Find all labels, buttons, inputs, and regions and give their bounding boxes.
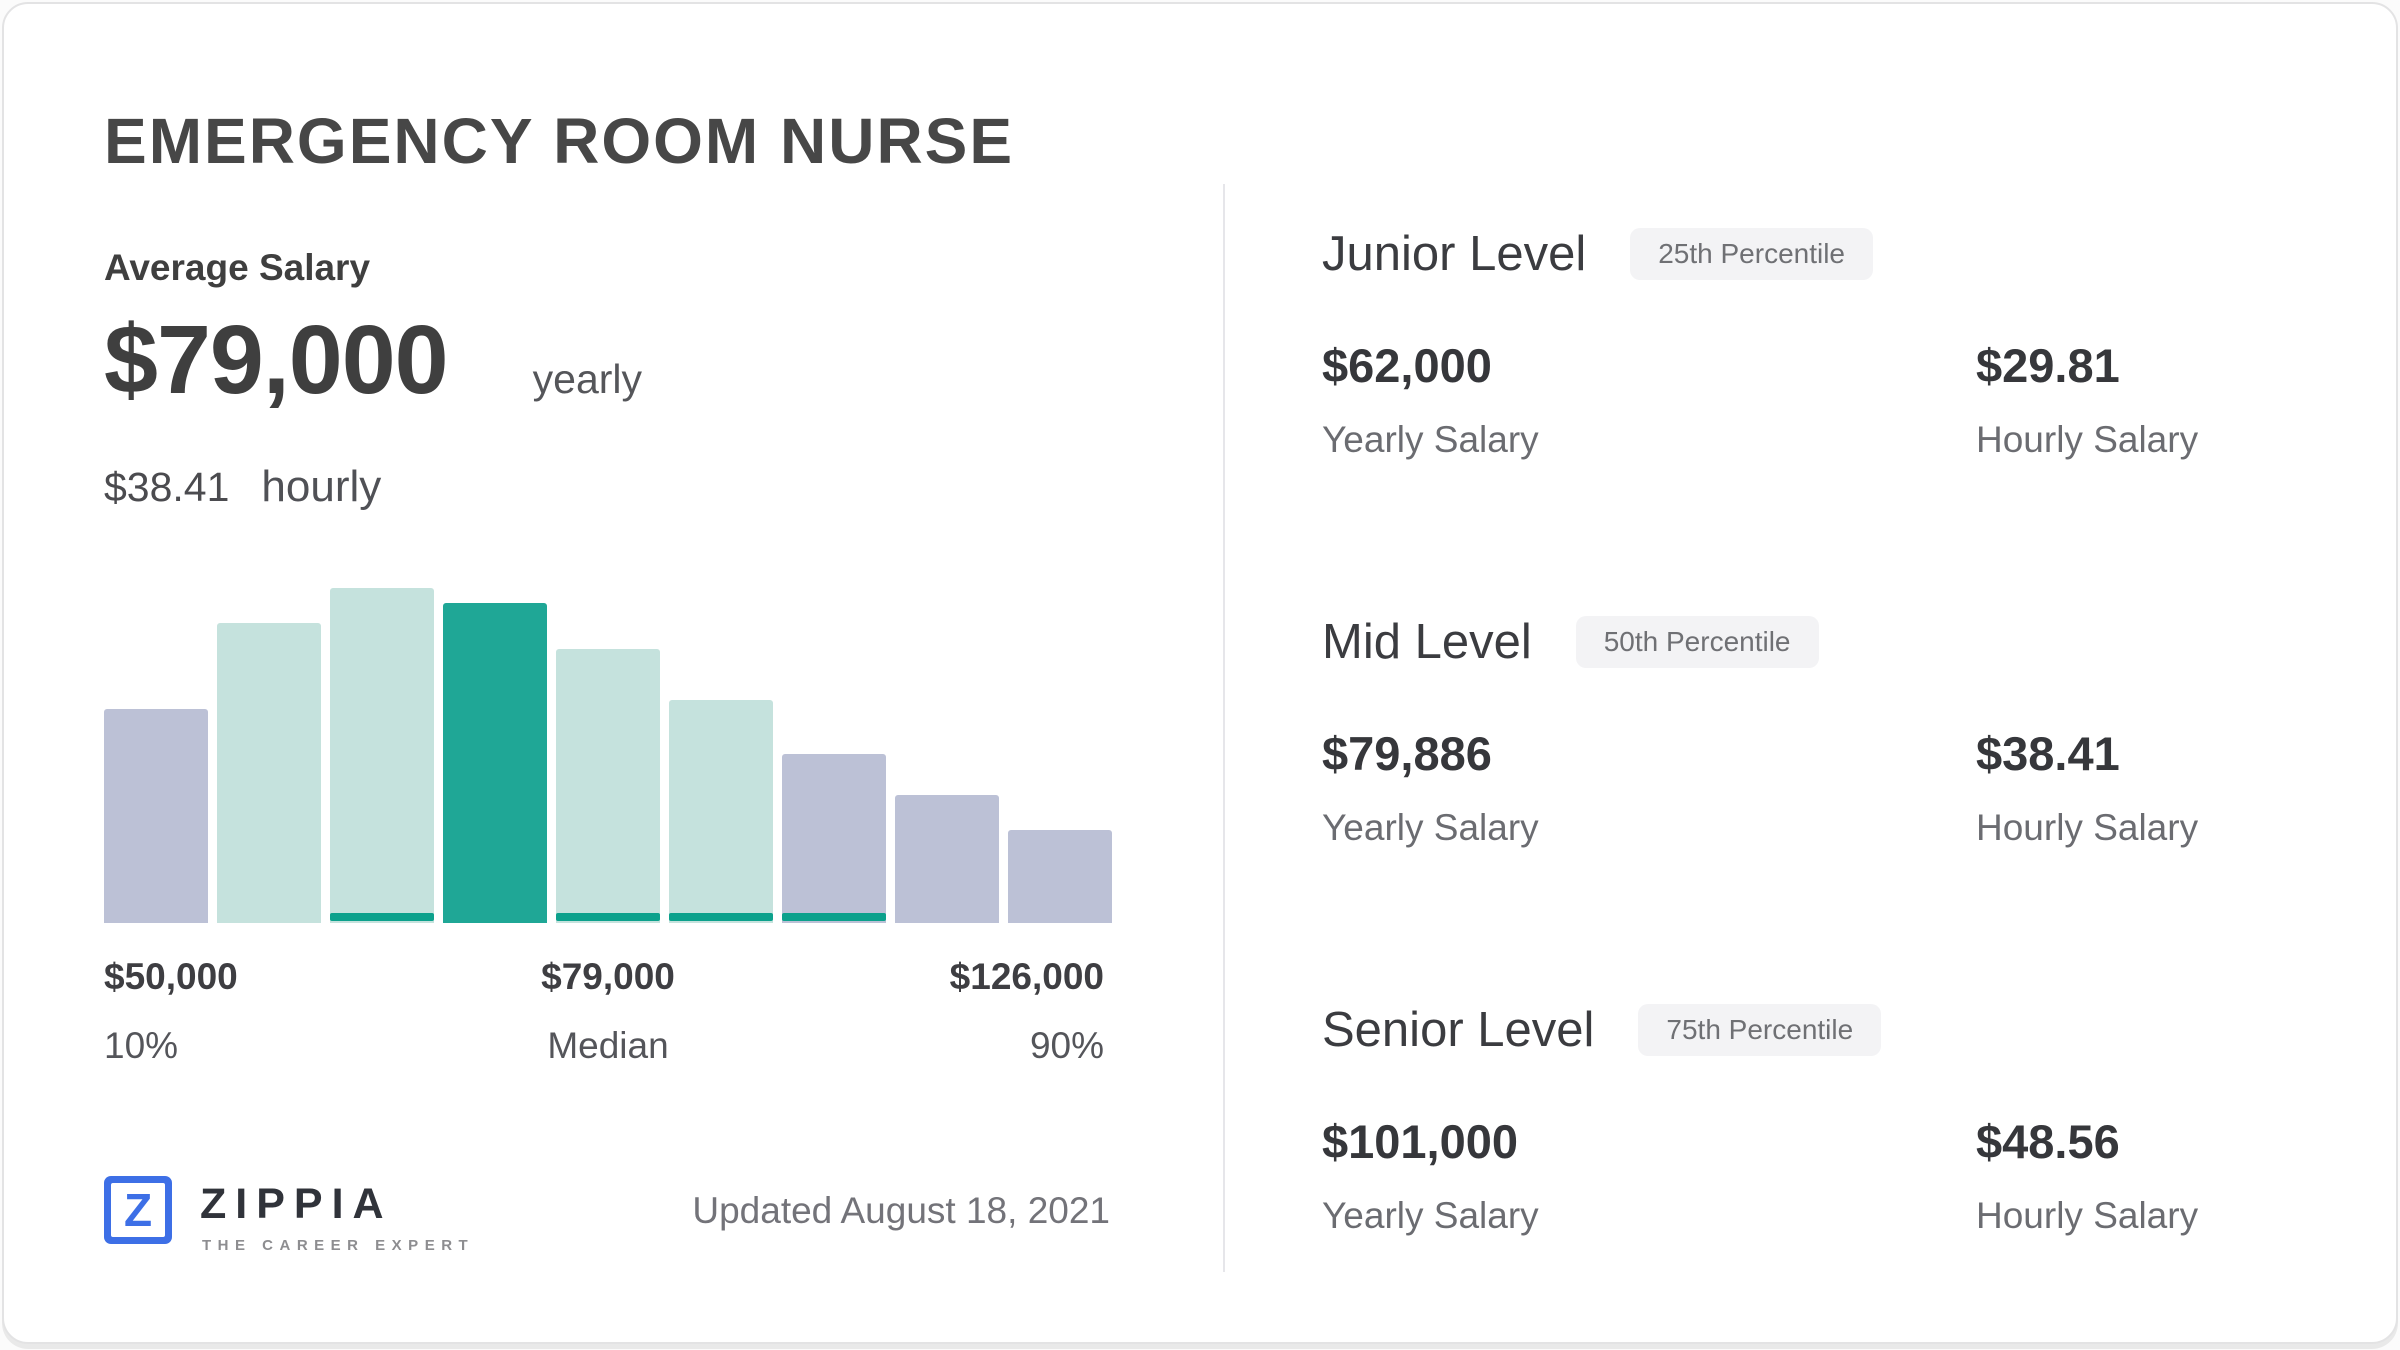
axis-annotation-90th: $126,000 90% xyxy=(950,956,1104,1067)
bar-teal-underline xyxy=(669,913,773,921)
histogram-bar-1 xyxy=(104,709,208,923)
hourly-salary-group: $48.56 Hourly Salary xyxy=(1976,1114,2198,1237)
yearly-salary-group: $79,886 Yearly Salary xyxy=(1322,726,1539,849)
yearly-salary-group: $101,000 Yearly Salary xyxy=(1322,1114,1539,1237)
yearly-salary-label: Yearly Salary xyxy=(1322,419,1539,460)
level-name: Junior Level xyxy=(1322,227,1587,281)
yearly-salary-group: $62,000 Yearly Salary xyxy=(1322,338,1539,461)
histogram-bar-5 xyxy=(556,649,660,923)
percentile-badge: 50th Percentile xyxy=(1575,616,1819,668)
zippia-logo-icon: Z xyxy=(104,1176,172,1244)
average-salary-label: Average Salary xyxy=(104,247,371,288)
page-title: EMERGENCY ROOM NURSE xyxy=(104,105,1015,177)
zippia-logo-letter: Z xyxy=(123,1184,153,1236)
hourly-salary-group: $38.41 Hourly Salary xyxy=(1976,726,2198,849)
level-name: Mid Level xyxy=(1322,615,1532,669)
histogram-bar-3 xyxy=(330,588,434,923)
average-hourly-unit: hourly xyxy=(261,462,382,511)
yearly-salary-value: $62,000 xyxy=(1322,339,1492,392)
axis-annotation-median: $79,000 Median xyxy=(541,956,675,1067)
percentile-badge: 25th Percentile xyxy=(1630,228,1874,280)
level-block-senior: Senior Level 75th Percentile $101,000 Ye… xyxy=(1322,1002,2382,1332)
axis-label-90th: 90% xyxy=(1029,1025,1104,1066)
percentile-badge: 75th Percentile xyxy=(1638,1004,1882,1056)
axis-value-10th: $50,000 xyxy=(104,956,238,997)
level-block-mid: Mid Level 50th Percentile $79,886 Yearly… xyxy=(1322,614,2382,944)
level-name: Senior Level xyxy=(1322,1003,1595,1057)
histogram-bar-4 xyxy=(443,603,547,923)
axis-label-median: Median xyxy=(547,1025,669,1066)
level-header: Mid Level 50th Percentile xyxy=(1322,614,2382,670)
hourly-salary-value: $48.56 xyxy=(1976,1115,2120,1168)
zippia-brand-name: ZIPPIA xyxy=(200,1180,393,1228)
axis-annotation-10th: $50,000 10% xyxy=(104,956,238,1067)
axis-label-10th: 10% xyxy=(104,1025,179,1066)
zippia-logo-inner xyxy=(111,1183,165,1237)
axis-value-90th: $126,000 xyxy=(949,956,1104,997)
salary-histogram xyxy=(104,582,1112,923)
histogram-bar-7 xyxy=(782,754,886,923)
level-block-junior: Junior Level 25th Percentile $62,000 Yea… xyxy=(1322,226,2382,556)
histogram-bar-9 xyxy=(1008,830,1112,923)
average-hourly-value: $38.41 xyxy=(104,464,230,510)
average-yearly-unit: yearly xyxy=(532,356,643,402)
axis-value-median: $79,000 xyxy=(541,956,675,997)
histogram-bar-6 xyxy=(669,700,773,923)
average-yearly-row: $79,000 yearly xyxy=(104,304,642,416)
yearly-salary-label: Yearly Salary xyxy=(1322,1195,1539,1236)
histogram-bar-8 xyxy=(895,795,999,923)
vertical-divider xyxy=(1223,184,1225,1272)
hourly-salary-label: Hourly Salary xyxy=(1976,1195,2199,1236)
histogram-bar-2 xyxy=(217,623,321,923)
hourly-salary-group: $29.81 Hourly Salary xyxy=(1976,338,2198,461)
updated-date: Updated August 18, 2021 xyxy=(692,1190,1110,1231)
average-hourly-row: $38.41 hourly xyxy=(104,462,381,512)
average-yearly-value: $79,000 xyxy=(104,305,449,414)
hourly-salary-label: Hourly Salary xyxy=(1976,807,2199,848)
bar-teal-underline xyxy=(782,913,886,921)
hourly-salary-label: Hourly Salary xyxy=(1976,419,2199,460)
yearly-salary-value: $79,886 xyxy=(1322,727,1492,780)
hourly-salary-value: $29.81 xyxy=(1976,339,2120,392)
bar-teal-underline xyxy=(330,913,434,921)
yearly-salary-label: Yearly Salary xyxy=(1322,807,1539,848)
hourly-salary-value: $38.41 xyxy=(1976,727,2120,780)
level-header: Senior Level 75th Percentile xyxy=(1322,1002,2382,1058)
level-header: Junior Level 25th Percentile xyxy=(1322,226,2382,282)
bar-teal-underline xyxy=(556,913,660,921)
yearly-salary-value: $101,000 xyxy=(1322,1115,1519,1168)
zippia-tagline: THE CAREER EXPERT xyxy=(202,1237,475,1254)
